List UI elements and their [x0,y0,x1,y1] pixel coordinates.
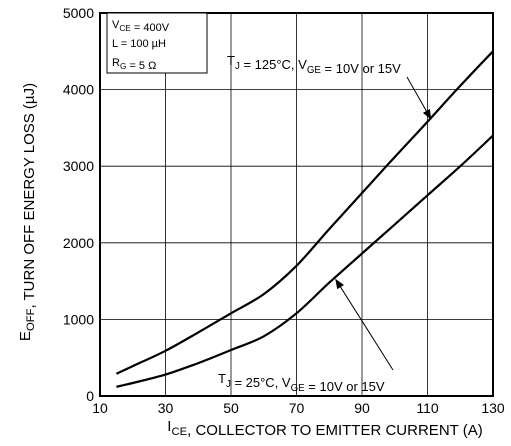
x-tick-label: 10 [92,400,108,416]
x-tick-label: 70 [289,400,305,416]
conditions-frame [106,12,208,74]
x-tick-label: 90 [354,400,370,416]
x-tick-label: 110 [416,400,439,416]
x-tick-labels: 10 30 50 70 90 110 130 [92,400,505,416]
annotation-hot: TJ = 125°C, VGE = 10V or 15V [227,53,401,76]
series-line-1 [115,50,494,375]
x-tick-label: 130 [481,400,505,416]
condition-line: RG = 5 Ω [112,57,156,72]
annotations: TJ = 125°C, VGE = 10V or 15V TJ = 25°C, V… [218,53,432,394]
y-tick-label: 5000 [63,5,94,21]
condition-line: VCE = 400V [112,19,170,34]
y-tick-label: 1000 [63,311,94,327]
annotation-cold: TJ = 25°C, VGE = 10V or 15V [218,371,385,394]
y-axis-label: EOFF, TURN OFF ENERGY LOSS (µJ) [17,83,38,341]
series-group [115,50,494,388]
condition-line: L = 100 µH [112,38,166,50]
series-line-2 [116,134,494,388]
plot-frame [99,12,494,397]
annotation-arrow-hot [406,76,432,120]
annotation-arrow-cold [335,278,394,371]
y-tick-label: 0 [86,388,94,404]
y-tick-labels: 0 1000 2000 3000 4000 5000 [63,5,94,404]
y-tick-label: 2000 [63,235,94,251]
x-tick-label: 50 [223,400,239,416]
conditions-box: VCE = 400V L = 100 µH RG = 5 Ω [106,12,208,74]
y-tick-label: 4000 [63,82,94,98]
x-tick-label: 30 [158,400,174,416]
y-tick-label: 3000 [63,158,94,174]
x-axis-label: ICE, COLLECTOR TO EMITTER CURRENT (A) [167,418,482,439]
